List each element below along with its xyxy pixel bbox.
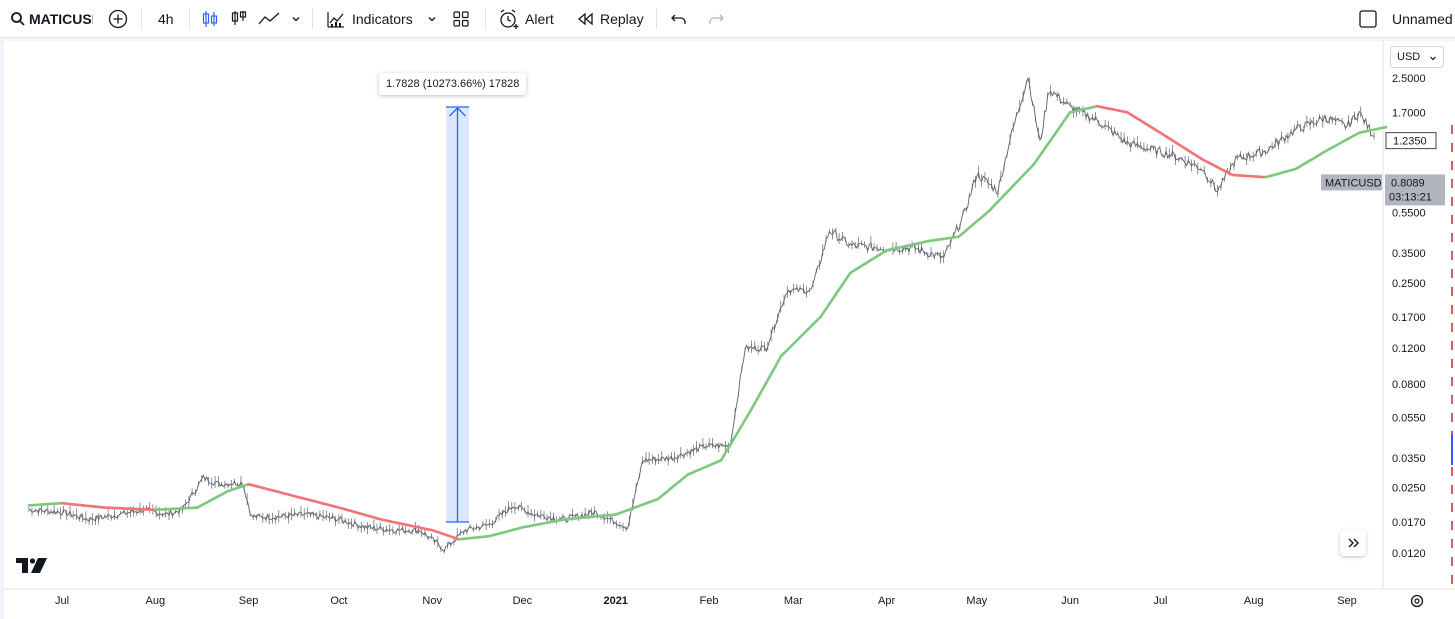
symbol-search[interactable]: MATICUSD	[10, 0, 93, 37]
y-tick-label: 0.1200	[1392, 343, 1426, 355]
chevron-down-icon	[428, 16, 436, 21]
chevron-down-icon	[292, 16, 300, 21]
x-tick-label: 2021	[603, 595, 627, 607]
bars-icon	[231, 10, 247, 25]
last-price-text: 0.8089	[1391, 177, 1425, 189]
x-tick-label: Sep	[1337, 595, 1357, 607]
layout-templates-button[interactable]	[452, 0, 470, 37]
indicators-button[interactable]: Indicators	[326, 0, 413, 37]
x-tick-label: Oct	[330, 595, 347, 607]
toolbar-divider	[485, 8, 486, 30]
x-tick-label: Aug	[146, 595, 166, 607]
tradingview-logo	[16, 558, 47, 573]
layout-menu-button[interactable]: Unnamed	[1358, 0, 1453, 37]
x-tick-label: Dec	[513, 595, 533, 607]
undo-icon	[671, 14, 686, 24]
square-icon	[1359, 9, 1377, 28]
y-tick-label: 0.0800	[1392, 379, 1426, 391]
line-style-button[interactable]	[257, 0, 281, 37]
rewind-icon	[577, 12, 593, 25]
ma-segment	[1381, 125, 1388, 129]
last-price-marker: 1.2350 MATICUSD 0.8089 03:13:21	[1321, 132, 1445, 206]
x-tick-label: Mar	[784, 595, 803, 607]
y-tick-label: 0.5500	[1392, 208, 1426, 220]
grid-icon	[453, 10, 469, 27]
layout-name: Unnamed	[1392, 10, 1453, 27]
candlestick-icon	[202, 10, 218, 27]
currency-label: USD	[1397, 51, 1421, 63]
bars-style-button[interactable]	[230, 0, 248, 37]
toolbar-divider	[656, 8, 657, 30]
scroll-to-realtime-button[interactable]	[1340, 530, 1366, 556]
plus-circle-icon	[108, 9, 128, 28]
alert-label: Alert	[525, 10, 554, 27]
chart-pane[interactable]: 2.5000 1.7000 0.5500 0.3500 0.2500 0.1700 0.12…	[4, 41, 1455, 619]
measure-arrowhead	[449, 107, 466, 117]
alert-button[interactable]: Alert	[498, 0, 554, 37]
symbol-name: MATICUSD	[29, 10, 93, 27]
x-tick-label: Jun	[1061, 595, 1079, 607]
y-tick-label: 0.2500	[1392, 278, 1426, 290]
line-value-box	[1385, 132, 1437, 150]
y-tick-label: 0.0350	[1392, 453, 1426, 465]
symbol-tag	[1321, 174, 1382, 191]
y-tick-label: 0.0170	[1392, 517, 1426, 529]
x-tick-label: May	[966, 595, 987, 607]
replay-button[interactable]: Replay	[577, 0, 644, 37]
replay-label: Replay	[600, 10, 644, 27]
indicators-icon	[327, 11, 344, 28]
price-chart[interactable]: 2.5000 1.7000 0.5500 0.3500 0.2500 0.1700 0.12…	[4, 41, 1455, 619]
currency-select[interactable]: USD	[1390, 46, 1444, 68]
x-axis-ticks: Jul Aug Sep Oct Nov Dec 2021 Feb Mar Apr May Jun Jul…	[55, 595, 1357, 607]
x-tick-label: Jul	[1153, 595, 1167, 607]
x-tick-label: Jul	[55, 595, 69, 607]
top-toolbar: MATICUSD 4h Indicators Alert Replay	[0, 0, 1455, 38]
y-tick-label: 2.5000	[1392, 73, 1426, 85]
moving-average-series	[27, 104, 1388, 541]
candles-style-button[interactable]	[201, 0, 219, 37]
y-tick-label: 0.0250	[1392, 483, 1426, 495]
indicators-dropdown[interactable]	[426, 0, 438, 37]
x-tick-label: Sep	[239, 595, 259, 607]
price-line	[28, 76, 1375, 553]
time-scale-settings-icon[interactable]	[1410, 594, 1424, 608]
redo-button[interactable]	[707, 0, 725, 37]
indicators-label: Indicators	[352, 10, 413, 27]
compare-button[interactable]	[108, 0, 128, 37]
redo-icon	[709, 14, 724, 24]
y-tick-label: 0.3500	[1392, 248, 1426, 260]
double-chevron-right-icon	[1348, 538, 1359, 548]
y-tick-label: 1.7000	[1392, 107, 1426, 119]
toolbar-divider	[189, 8, 190, 30]
chart-type-dropdown[interactable]	[290, 0, 302, 37]
toolbar-divider	[312, 8, 313, 30]
line-chart-icon	[258, 12, 280, 24]
symbol-tag-text: MATICUSD	[1325, 177, 1382, 189]
undo-button[interactable]	[670, 0, 688, 37]
y-tick-label: 0.0120	[1392, 548, 1426, 560]
x-tick-label: Aug	[1244, 595, 1264, 607]
y-tick-label: 0.1700	[1392, 312, 1426, 324]
toolbar-divider	[141, 8, 142, 30]
y-axis-ticks: 2.5000 1.7000 0.5500 0.3500 0.2500 0.1700 0.12…	[1392, 73, 1426, 560]
countdown-text: 03:13:21	[1389, 191, 1432, 203]
x-tick-label: Feb	[700, 595, 719, 607]
line-value-text: 1.2350	[1393, 136, 1427, 148]
measure-tool[interactable]	[446, 106, 469, 523]
x-tick-label: Nov	[422, 595, 442, 607]
last-price-box	[1385, 174, 1445, 206]
y-tick-label: 0.0550	[1392, 413, 1426, 425]
search-icon	[11, 11, 25, 26]
measure-label: 1.7828 (10273.66%) 17828	[379, 73, 527, 95]
interval-button[interactable]: 4h	[158, 0, 174, 37]
price-series	[28, 76, 1375, 554]
x-tick-label: Apr	[878, 595, 895, 607]
alarm-clock-icon	[500, 8, 519, 29]
interval-label: 4h	[158, 10, 174, 27]
chevron-down-icon	[1430, 56, 1436, 61]
